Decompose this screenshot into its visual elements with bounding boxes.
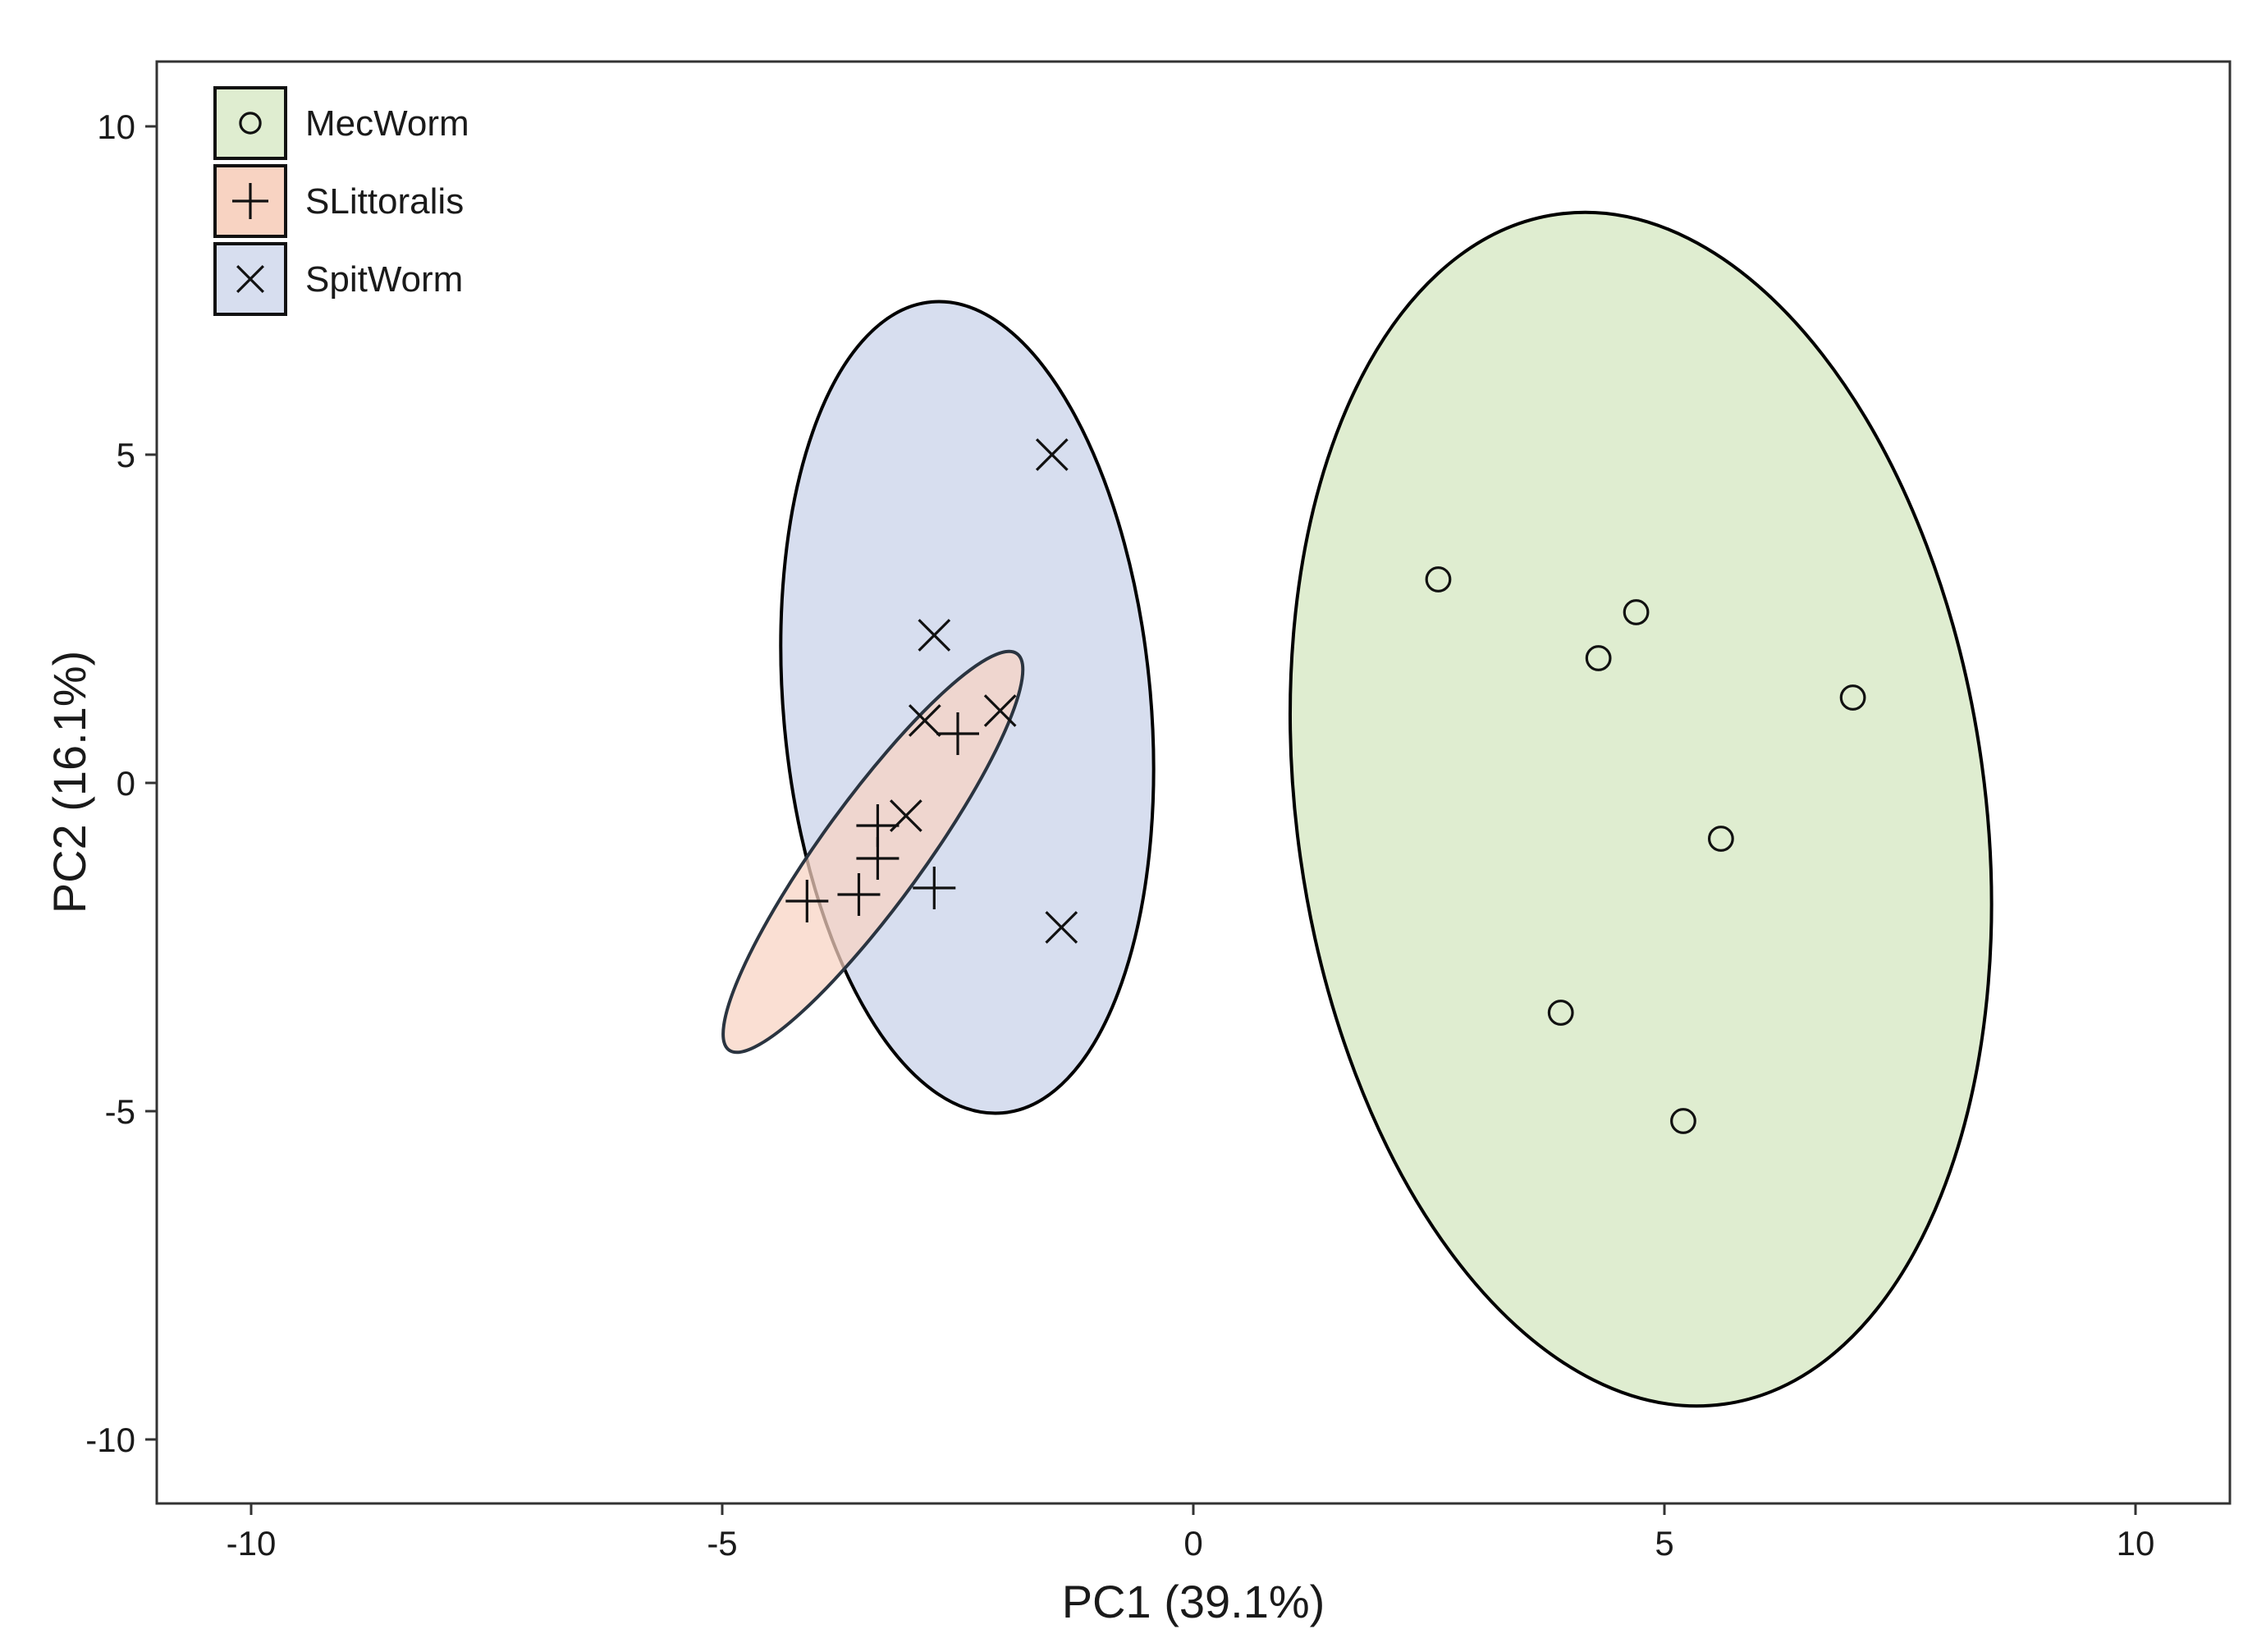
y-tick-label: -5 <box>105 1092 135 1131</box>
legend-label: SpitWorm <box>305 259 463 300</box>
legend: MecWorm SLittoralis SpitWorm <box>213 86 469 316</box>
y-tick-label: 10 <box>97 108 135 146</box>
mecworm-point <box>1670 1108 1696 1134</box>
legend-item-mecworm: MecWorm <box>213 86 469 160</box>
legend-label: SLittoralis <box>305 181 464 222</box>
legend-marker-plus <box>232 183 268 219</box>
mecworm-point <box>1707 826 1734 852</box>
ellipse-slittoralis <box>721 649 1025 1055</box>
legend-item-spitworm: SpitWorm <box>213 242 463 316</box>
x-tick-label: -10 <box>227 1524 277 1563</box>
y-tick-label: 0 <box>117 764 135 803</box>
ellipse-layer <box>721 210 1994 1408</box>
spitworm-point <box>908 704 941 737</box>
legend-marker-cross <box>236 265 264 293</box>
mecworm-point <box>1839 684 1866 711</box>
legend-key <box>213 86 287 160</box>
slittoralis-point <box>936 712 979 755</box>
slittoralis-point <box>837 873 881 916</box>
x-axis-title: PC1 (39.1%) <box>1062 1576 1325 1627</box>
mecworm-point <box>1425 566 1452 593</box>
slittoralis-point <box>856 804 900 847</box>
spitworm-point <box>983 694 1017 727</box>
x-tick-label: 0 <box>1183 1524 1202 1563</box>
x-tick-label: 5 <box>1655 1524 1673 1563</box>
ellipse-mecworm <box>1289 210 1994 1408</box>
y-axis-title: PC2 (16.1%) <box>43 651 95 914</box>
legend-label: MecWorm <box>305 103 469 144</box>
mecworm-point <box>1623 599 1650 625</box>
tick-layer: -10 -5 0 5 10 -10 -5 0 5 10 <box>85 108 2154 1563</box>
mecworm-point <box>1547 1000 1574 1026</box>
legend-key <box>213 164 287 238</box>
spitworm-point <box>1045 911 1078 944</box>
spitworm-point <box>1035 438 1069 471</box>
mecworm-point <box>1585 645 1612 671</box>
slittoralis-point <box>913 867 956 909</box>
legend-marker-circle <box>239 112 262 135</box>
spitworm-point <box>890 799 922 832</box>
x-tick-label: 10 <box>2117 1524 2155 1563</box>
y-tick-label: -10 <box>85 1421 135 1459</box>
spitworm-point <box>918 619 951 652</box>
x-tick-label: -5 <box>707 1524 737 1563</box>
y-tick-label: 5 <box>117 436 135 474</box>
slittoralis-point <box>785 880 829 922</box>
point-layer <box>785 438 1866 1134</box>
legend-item-slittoralis: SLittoralis <box>213 164 464 238</box>
